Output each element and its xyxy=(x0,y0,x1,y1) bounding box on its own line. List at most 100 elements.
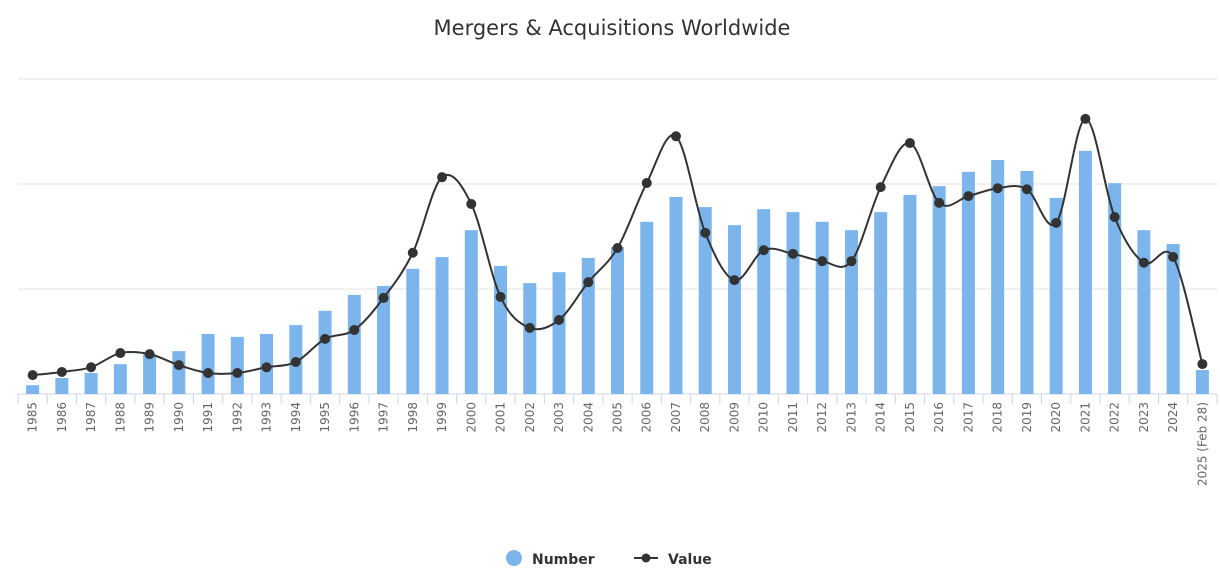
x-tick-label: 2007 xyxy=(669,402,683,433)
bar-number[interactable] xyxy=(1078,150,1092,394)
value-point[interactable] xyxy=(554,314,565,325)
x-tick-label: 2012 xyxy=(815,402,829,433)
legend: Number Value xyxy=(506,550,712,568)
value-point[interactable] xyxy=(407,247,418,258)
bar-number[interactable] xyxy=(757,209,771,394)
x-tick-label: 1990 xyxy=(172,402,186,433)
x-tick-label: 2003 xyxy=(552,402,566,433)
bar-number[interactable] xyxy=(230,336,244,394)
value-point[interactable] xyxy=(203,368,214,378)
bar-number[interactable] xyxy=(26,385,40,394)
value-point[interactable] xyxy=(700,227,711,238)
bar-number[interactable] xyxy=(932,186,946,394)
value-point[interactable] xyxy=(1168,251,1179,262)
x-tick-label: 1988 xyxy=(113,402,127,433)
bar-number[interactable] xyxy=(1195,370,1209,394)
value-point[interactable] xyxy=(817,256,828,267)
bar-number[interactable] xyxy=(435,257,449,394)
value-point[interactable] xyxy=(56,366,67,377)
value-point[interactable] xyxy=(992,183,1003,194)
bar-number[interactable] xyxy=(318,310,332,394)
value-point[interactable] xyxy=(320,333,331,344)
x-tick-label: 2025 (Feb 28) xyxy=(1195,402,1209,486)
bar-number[interactable] xyxy=(815,221,829,394)
value-point[interactable] xyxy=(1109,212,1120,223)
value-point[interactable] xyxy=(349,324,360,335)
x-tick-label: 2014 xyxy=(874,402,888,433)
value-point[interactable] xyxy=(437,172,448,183)
value-point[interactable] xyxy=(1080,113,1091,124)
value-point[interactable] xyxy=(758,245,769,256)
value-point[interactable] xyxy=(846,256,857,267)
value-point[interactable] xyxy=(612,243,623,254)
value-point[interactable] xyxy=(232,368,243,378)
legend-item-number[interactable]: Number xyxy=(506,550,595,568)
value-point[interactable] xyxy=(729,275,740,286)
value-point[interactable] xyxy=(904,138,915,149)
value-point[interactable] xyxy=(1021,184,1032,195)
bar-number[interactable] xyxy=(406,268,420,394)
value-point[interactable] xyxy=(1197,359,1208,370)
bar-number[interactable] xyxy=(377,286,391,394)
x-tick-label: 1985 xyxy=(26,402,40,433)
x-tick-label: 2005 xyxy=(611,402,625,433)
bar-number[interactable] xyxy=(464,230,478,394)
value-point[interactable] xyxy=(290,356,301,367)
legend-value-label: Value xyxy=(668,552,712,568)
value-point[interactable] xyxy=(466,198,477,209)
bar-number[interactable] xyxy=(55,378,69,394)
bar-number[interactable] xyxy=(523,283,537,394)
value-point[interactable] xyxy=(378,292,389,303)
x-tick-label: 2019 xyxy=(1020,402,1034,433)
x-tick-label: 2006 xyxy=(640,402,654,433)
x-tick-label: 1994 xyxy=(289,402,303,433)
bar-number[interactable] xyxy=(143,354,157,394)
value-point[interactable] xyxy=(1138,257,1149,268)
bar-number[interactable] xyxy=(640,221,654,394)
value-point[interactable] xyxy=(963,191,974,202)
value-point[interactable] xyxy=(86,362,97,373)
value-point[interactable] xyxy=(1051,217,1062,228)
bar-number[interactable] xyxy=(961,171,975,394)
value-point[interactable] xyxy=(144,349,155,360)
value-point[interactable] xyxy=(641,177,652,188)
bar-number[interactable] xyxy=(1049,197,1063,394)
value-point[interactable] xyxy=(27,370,38,381)
bar-number[interactable] xyxy=(727,225,741,394)
x-tick-label: 2015 xyxy=(903,402,917,433)
bar-number[interactable] xyxy=(698,207,712,394)
value-point[interactable] xyxy=(524,322,535,333)
value-point[interactable] xyxy=(495,291,506,302)
bar-number[interactable] xyxy=(1137,230,1151,394)
value-point[interactable] xyxy=(787,248,798,259)
value-point[interactable] xyxy=(261,362,272,373)
bar-number[interactable] xyxy=(172,351,186,394)
value-point[interactable] xyxy=(173,360,184,371)
value-point[interactable] xyxy=(670,131,681,142)
x-tick-label: 2022 xyxy=(1108,402,1122,433)
bar-number[interactable] xyxy=(786,212,800,394)
x-tick-label: 2004 xyxy=(581,402,595,433)
bar-number[interactable] xyxy=(1166,244,1180,394)
bar-number[interactable] xyxy=(1108,183,1122,394)
value-point[interactable] xyxy=(934,197,945,208)
bar-number[interactable] xyxy=(611,247,624,394)
x-tick-label: 1986 xyxy=(55,402,69,433)
bar-number[interactable] xyxy=(113,364,127,394)
value-point[interactable] xyxy=(115,348,126,359)
bar-number[interactable] xyxy=(201,333,215,394)
bar-number[interactable] xyxy=(903,194,917,394)
bar-number[interactable] xyxy=(669,197,683,394)
bar-number[interactable] xyxy=(347,294,361,394)
x-tick-label: 2021 xyxy=(1078,402,1092,433)
bar-number[interactable] xyxy=(1020,170,1034,394)
legend-item-value[interactable]: Value xyxy=(634,552,712,568)
bar-number[interactable] xyxy=(581,257,595,394)
value-point[interactable] xyxy=(583,277,594,288)
value-point[interactable] xyxy=(875,182,886,193)
bar-number[interactable] xyxy=(844,230,858,394)
bar-number[interactable] xyxy=(552,272,566,394)
bar-number[interactable] xyxy=(874,212,888,394)
bar-number[interactable] xyxy=(84,373,98,394)
bar-number[interactable] xyxy=(991,160,1005,394)
